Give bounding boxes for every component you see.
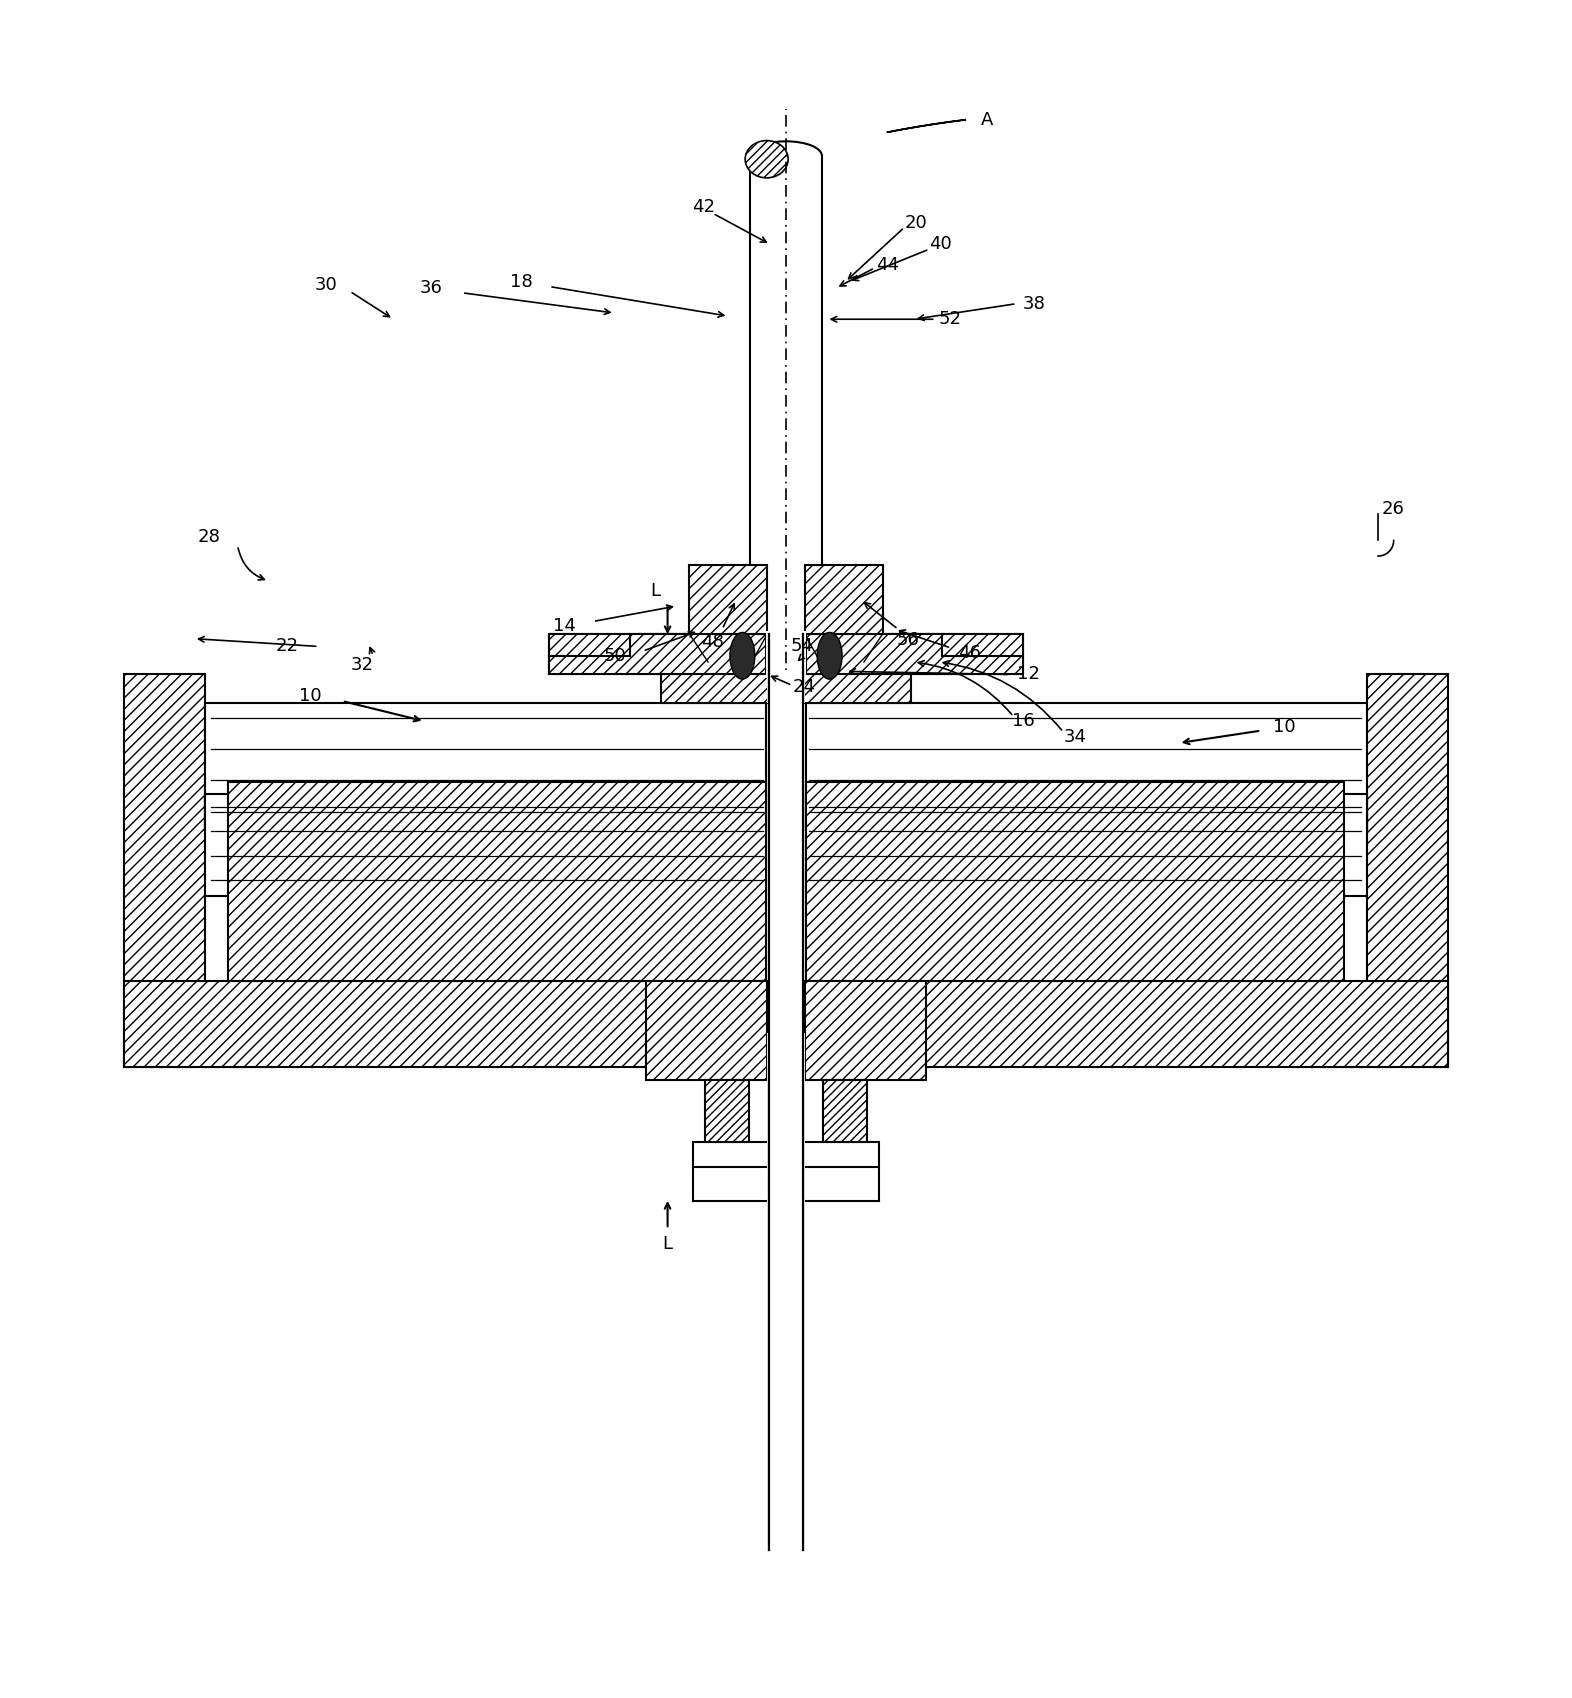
Text: 50: 50 [604, 647, 626, 666]
Bar [124, 1032, 275, 1066]
Text: 32: 32 [351, 655, 374, 674]
Text: 46: 46 [959, 644, 981, 662]
Bar [204, 703, 766, 830]
Bar [806, 633, 934, 638]
Ellipse shape [729, 632, 755, 679]
Bar [204, 795, 766, 897]
Bar [662, 674, 910, 703]
Bar [1297, 1032, 1448, 1066]
Bar [750, 156, 822, 638]
Text: A: A [981, 110, 994, 129]
Bar [824, 1080, 868, 1143]
Bar [690, 565, 767, 633]
Text: 28: 28 [198, 528, 222, 547]
Bar [767, 1032, 805, 1206]
Text: 22: 22 [277, 637, 299, 655]
Bar [124, 981, 766, 1066]
Text: 14: 14 [553, 616, 577, 635]
Text: 54: 54 [791, 637, 813, 655]
Bar [704, 1080, 748, 1143]
Text: 42: 42 [692, 199, 715, 216]
Bar [806, 783, 1344, 981]
Ellipse shape [745, 141, 788, 178]
Bar [646, 981, 767, 1080]
Bar [805, 565, 882, 633]
Text: 12: 12 [1017, 666, 1039, 684]
Text: 56: 56 [896, 632, 920, 649]
Bar [769, 632, 803, 676]
Bar [1368, 674, 1448, 1032]
Bar [806, 981, 1448, 1066]
Text: 34: 34 [1063, 728, 1086, 745]
Text: L: L [651, 582, 660, 599]
Text: 20: 20 [904, 214, 927, 231]
Text: 10: 10 [1273, 718, 1295, 737]
Bar [767, 672, 805, 703]
Ellipse shape [817, 632, 843, 679]
Text: 30: 30 [314, 277, 338, 294]
Text: 48: 48 [701, 633, 725, 650]
Bar [766, 632, 806, 678]
Bar [693, 1143, 879, 1167]
Bar [806, 633, 1023, 674]
Bar [124, 674, 204, 1032]
Bar [204, 795, 766, 830]
Text: L: L [662, 1236, 673, 1253]
Bar [769, 674, 803, 1550]
Text: 10: 10 [299, 688, 322, 705]
Bar [549, 633, 766, 674]
Bar [806, 795, 1368, 897]
Text: 26: 26 [1382, 501, 1404, 518]
Text: 44: 44 [876, 256, 899, 273]
Bar [549, 633, 766, 674]
Text: 52: 52 [938, 311, 962, 328]
Bar [806, 633, 1023, 674]
Text: 38: 38 [1023, 295, 1045, 312]
Text: 40: 40 [929, 236, 953, 253]
Text: 18: 18 [509, 273, 533, 290]
Bar [806, 703, 1368, 830]
Bar [228, 783, 766, 981]
Bar [806, 795, 1368, 830]
Text: 36: 36 [420, 278, 442, 297]
Bar [805, 981, 926, 1080]
Bar [769, 615, 803, 1550]
Bar [638, 633, 766, 638]
Text: 16: 16 [1012, 711, 1034, 730]
Text: 24: 24 [792, 678, 816, 696]
